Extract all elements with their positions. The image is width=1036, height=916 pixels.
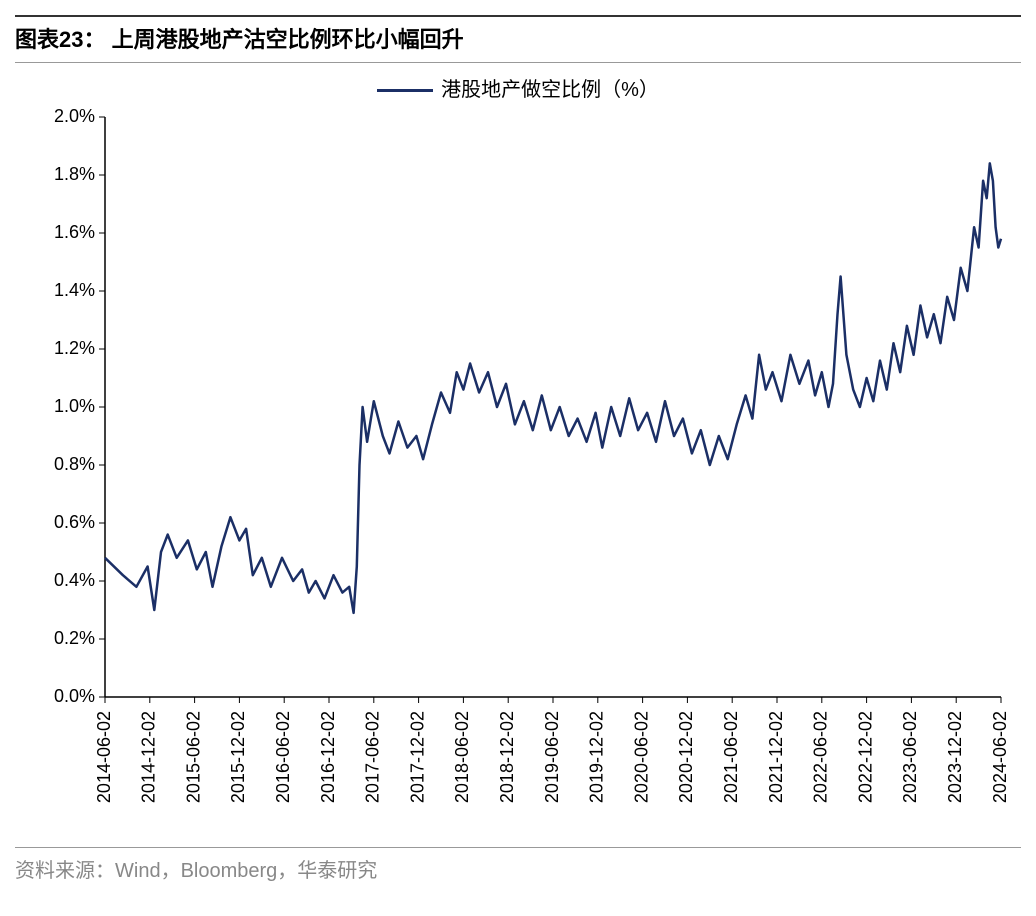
y-tick-label: 1.0% <box>54 396 95 416</box>
x-tick-label: 2016-12-02 <box>318 711 338 803</box>
chart-source: 资料来源：Wind，Bloomberg，华泰研究 <box>15 847 1021 883</box>
x-tick-label: 2019-12-02 <box>587 711 607 803</box>
x-tick-label: 2024-06-02 <box>990 711 1010 803</box>
legend-line-swatch <box>377 89 433 92</box>
x-tick-label: 2014-12-02 <box>139 711 159 803</box>
x-tick-label: 2023-12-02 <box>945 711 965 803</box>
y-tick-label: 1.2% <box>54 338 95 358</box>
x-tick-label: 2016-06-02 <box>273 711 293 803</box>
x-tick-label: 2021-06-02 <box>721 711 741 803</box>
x-tick-label: 2015-06-02 <box>183 711 203 803</box>
x-tick-label: 2018-12-02 <box>497 711 517 803</box>
x-tick-label: 2022-12-02 <box>855 711 875 803</box>
x-tick-label: 2020-12-02 <box>676 711 696 803</box>
y-tick-label: 0.6% <box>54 512 95 532</box>
chart-legend: 港股地产做空比例（%） <box>15 63 1021 107</box>
y-tick-label: 0.0% <box>54 686 95 706</box>
y-tick-label: 0.8% <box>54 454 95 474</box>
y-tick-label: 0.4% <box>54 570 95 590</box>
y-tick-label: 2.0% <box>54 107 95 126</box>
y-tick-label: 1.6% <box>54 222 95 242</box>
x-tick-label: 2023-06-02 <box>900 711 920 803</box>
x-tick-label: 2015-12-02 <box>228 711 248 803</box>
chart-plot: 0.0% 0.2% 0.4% 0.6% 0.8% 1.0% 1.2% 1.4% 1.6% 1.8%… <box>15 107 1021 847</box>
x-tick-label: 2018-06-02 <box>452 711 472 803</box>
y-tick-label: 1.4% <box>54 280 95 300</box>
legend-label: 港股地产做空比例（%） <box>441 79 659 101</box>
x-tick-label: 2017-06-02 <box>363 711 383 803</box>
x-tick-label: 2017-12-02 <box>407 711 427 803</box>
chart-container: 图表23： 上周港股地产沽空比例环比小幅回升 港股地产做空比例（%） 0.0%0… <box>15 15 1021 883</box>
y-tick-label: 1.8% <box>54 164 95 184</box>
x-tick-label: 2019-06-02 <box>542 711 562 803</box>
x-tick-label: 2014-06-02 <box>94 711 114 803</box>
x-tick-label: 2021-12-02 <box>766 711 786 803</box>
chart-title: 图表23： 上周港股地产沽空比例环比小幅回升 <box>15 15 1021 63</box>
y-tick-label: 0.2% <box>54 628 95 648</box>
x-tick-label: 2022-06-02 <box>811 711 831 803</box>
data-series-line <box>105 163 1001 613</box>
x-tick-label: 2020-06-02 <box>631 711 651 803</box>
